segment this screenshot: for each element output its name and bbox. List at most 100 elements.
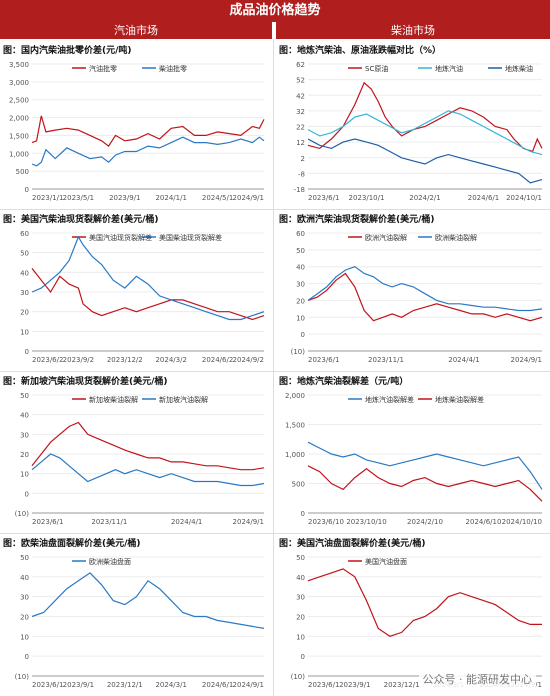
row-divider	[0, 371, 550, 372]
legend-label: 美国汽油现货裂解差	[89, 233, 152, 242]
x-tick-label: 2024/6/1	[202, 681, 233, 689]
x-tick-label: 2024/4/1	[448, 356, 479, 364]
chart-title: 图：欧洲汽柴油现货裂解价差(美元/桶)	[279, 215, 435, 225]
series-line	[307, 465, 543, 502]
y-tick-label: 0	[25, 490, 29, 498]
chart-title: 图：地炼汽柴油裂解差（元/吨）	[279, 377, 409, 387]
chart-panel-5: 图：地炼汽柴油裂解差（元/吨） 0 500 1,000 1,500 2,000 2023/…	[276, 372, 550, 533]
x-tick-label: 2024/9/1	[511, 356, 542, 364]
chart-svg: 0 500 1,000 1,500 2,000 2023/6/10 2023/10/10 20…	[285, 392, 543, 526]
y-tick-label: 20	[20, 451, 29, 459]
x-tick-label: 2024/6/1	[468, 194, 499, 202]
y-tick-label: 1,500	[9, 132, 29, 140]
chart-svg: -18 -8 2 12 22 32 42 52 62 2023/6/1 2023/10/1 2024/…	[294, 61, 543, 202]
chart-title: 图：美国汽柴油现货裂解价差(美元/桶)	[3, 215, 159, 225]
y-tick-label: -8	[298, 170, 305, 178]
y-tick-label: 3,000	[9, 79, 29, 87]
legend-label: 地炼汽油	[435, 64, 463, 73]
series-line	[31, 268, 265, 321]
y-tick-label: 0	[25, 653, 29, 661]
chart-panel-3: 图：欧洲汽柴油现货裂解价差(美元/桶) (10) 0 10 20 30 40 50 60 202…	[276, 210, 550, 371]
x-tick-label: 2023/9/2	[63, 356, 94, 364]
x-tick-label: 2024/2/1	[409, 194, 440, 202]
legend-label: 美国汽油盘面	[365, 557, 407, 566]
y-tick-label: 1,000	[9, 150, 29, 158]
x-tick-label: 2023/6/1	[32, 518, 63, 526]
y-tick-label: 30	[20, 431, 29, 439]
y-tick-label: 60	[296, 230, 305, 238]
series-line	[307, 110, 543, 156]
y-tick-label: (10)	[291, 348, 306, 356]
y-tick-label: 10	[20, 471, 29, 479]
x-tick-label: 2024/9/1	[233, 518, 264, 526]
legend-label: 欧洲柴油裂解	[435, 233, 477, 242]
x-tick-label: 2023/9/1	[109, 194, 140, 202]
y-tick-label: 20	[20, 309, 29, 317]
y-tick-label: 40	[20, 412, 29, 420]
y-tick-label: 0	[25, 348, 29, 356]
y-tick-label: 30	[20, 289, 29, 297]
x-tick-label: 2023/1/1	[32, 194, 63, 202]
x-tick-label: 2024/10/10	[502, 518, 542, 526]
legend-label: 汽油批零	[89, 64, 117, 73]
row-divider	[0, 533, 550, 534]
y-tick-label: 0	[301, 331, 305, 339]
x-tick-label: 2023/5/1	[63, 194, 94, 202]
y-tick-label: 1,500	[285, 422, 305, 430]
x-tick-label: 2024/10/1	[506, 194, 542, 202]
chart-svg: (10) 0 10 20 30 40 50 2023/6/1 2023/9/1 2023/12/1…	[15, 554, 265, 689]
chart-panel-7: 图：美国汽油盘面裂解价差(美元/桶) (10) 0 10 20 30 40 50 2023/6…	[276, 534, 550, 696]
y-tick-label: 30	[296, 281, 305, 289]
x-tick-label: 2023/12/1	[107, 681, 143, 689]
watermark: 公众号 · 能源研发中心	[418, 670, 536, 688]
chart-title: 图：欧柴油盘面裂解价差(美元/桶)	[3, 539, 141, 549]
y-tick-label: 10	[296, 633, 305, 641]
y-tick-label: 40	[296, 264, 305, 272]
x-tick-label: 2024/6/2	[202, 356, 233, 364]
y-tick-label: 40	[296, 574, 305, 582]
x-tick-label: 2023/9/1	[339, 681, 370, 689]
x-tick-label: 2023/11/1	[368, 356, 404, 364]
y-tick-label: 20	[296, 614, 305, 622]
series-line	[31, 453, 265, 487]
series-line	[307, 568, 542, 637]
series-line	[307, 441, 543, 490]
chart-svg: 0 10 20 30 40 50 60 2023/6/2 2023/9/2 2023/12/2 20…	[20, 230, 265, 364]
series-line	[31, 421, 265, 471]
y-tick-label: 12	[296, 139, 305, 147]
x-tick-label: 2024/9/1	[233, 681, 264, 689]
legend-label: 新加坡柴油裂解	[89, 395, 138, 404]
x-tick-label: 2023/6/2	[32, 356, 63, 364]
y-tick-label: 50	[296, 554, 305, 562]
legend-label: 地炼柴油裂解差	[435, 395, 484, 404]
x-tick-label: 2024/2/10	[407, 518, 443, 526]
x-tick-label: 2024/3/1	[155, 681, 186, 689]
x-tick-label: 2024/9/2	[233, 356, 264, 364]
x-tick-label: 2023/11/1	[91, 518, 127, 526]
y-tick-label: 22	[296, 124, 305, 132]
y-tick-label: 500	[16, 168, 29, 176]
chart-svg: (10) 0 10 20 30 40 50 60 2023/6/1 2023/11/1 2024/4…	[291, 230, 543, 364]
y-tick-label: (10)	[15, 673, 30, 681]
x-tick-label: 2024/5/1	[202, 194, 233, 202]
y-tick-label: 40	[20, 269, 29, 277]
y-tick-label: 50	[20, 250, 29, 258]
legend-label: 地炼汽油裂解差	[365, 395, 414, 404]
chart-panel-4: 图：新加坡汽柴油现货裂解价差(美元/桶) (10) 0 10 20 30 40 50 2023…	[0, 372, 272, 533]
legend-label: 地炼柴油	[505, 64, 533, 73]
series-line	[307, 266, 543, 312]
chart-title: 图：地炼汽柴油、原油涨跌幅对比（%）	[279, 46, 442, 56]
y-tick-label: 10	[20, 633, 29, 641]
y-tick-label: 30	[296, 594, 305, 602]
x-tick-label: 2023/12/2	[107, 356, 143, 364]
y-tick-label: 32	[296, 108, 305, 116]
y-tick-label: 50	[20, 392, 29, 400]
y-tick-label: (10)	[15, 510, 30, 518]
legend-label: 欧洲汽油裂解	[365, 233, 407, 242]
y-tick-label: 62	[296, 61, 305, 69]
x-tick-label: 2024/6/10	[466, 518, 502, 526]
series-line	[31, 572, 265, 629]
y-tick-label: 2,500	[9, 97, 29, 105]
row-divider	[0, 209, 550, 210]
y-tick-label: 50	[20, 554, 29, 562]
